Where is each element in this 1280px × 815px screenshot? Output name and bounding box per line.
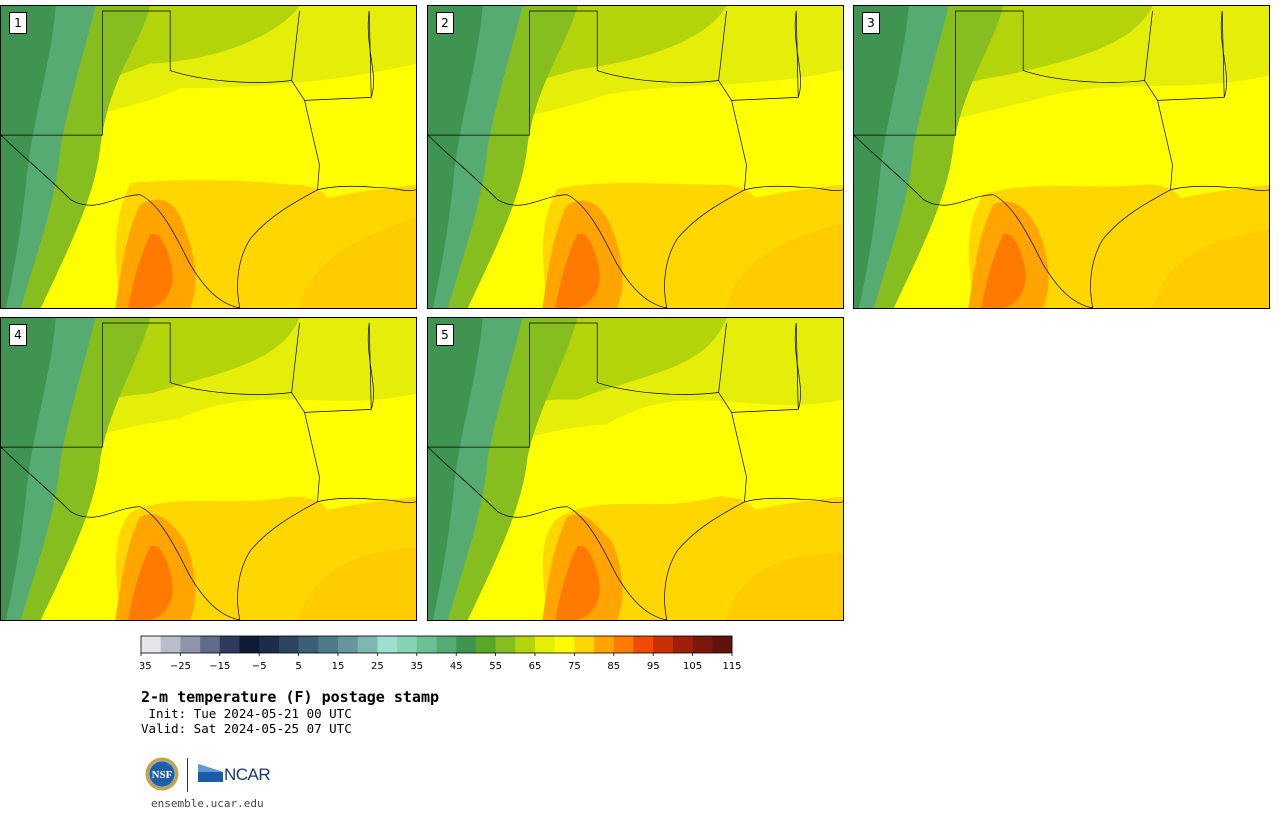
colorbar-swatch: [219, 636, 240, 653]
colorbar-tick-label: 75: [568, 661, 581, 672]
chart-title: 2-m temperature (F) postage stamp: [141, 688, 440, 706]
colorbar-swatch: [475, 636, 496, 653]
colorbar-tick-label: 105: [683, 661, 702, 672]
map-panel: 2: [427, 5, 844, 309]
colorbar-swatch: [338, 636, 358, 653]
colorbar-tick-label: 85: [607, 661, 620, 672]
colorbar-swatch: [318, 636, 339, 653]
colorbar-tick-label: −15: [209, 661, 230, 672]
temperature-map: [854, 6, 1269, 308]
colorbar-swatch: [613, 636, 634, 653]
member-number-label: 3: [862, 12, 880, 34]
colorbar-swatch: [594, 636, 615, 653]
colorbar-swatch: [397, 636, 418, 653]
colorbar-swatch: [141, 636, 161, 653]
colorbar-tick-label: 35: [410, 661, 423, 672]
colorbar-swatch: [357, 636, 378, 653]
ncar-logo-text: NCAR: [224, 765, 271, 784]
map-panel: 5: [427, 317, 844, 621]
member-number-label: 4: [9, 324, 27, 346]
colorbar-tick-label: 45: [450, 661, 463, 672]
colorbar-swatch: [377, 636, 398, 653]
map-panel: 1: [0, 5, 417, 309]
temperature-map: [428, 6, 843, 308]
colorbar-frame: [140, 635, 733, 654]
colorbar-swatch: [554, 636, 575, 653]
member-number-label: 1: [9, 12, 27, 34]
colorbar-swatch: [653, 636, 674, 653]
colorbar-swatch: [515, 636, 536, 653]
temperature-map: [428, 318, 843, 620]
map-panel: 4: [0, 317, 417, 621]
colorbar: −35 −25 −15 −5 5 15 25 35 45 55 65 75 85 95 105 115: [140, 635, 742, 672]
colorbar-tick-label: 5: [295, 661, 301, 672]
svg-text:NSF: NSF: [152, 769, 173, 781]
colorbar-swatch: [239, 636, 260, 653]
colorbar-swatch: [692, 636, 713, 653]
valid-time: Valid: Sat 2024-05-25 07 UTC: [141, 721, 352, 736]
temperature-map: [1, 318, 416, 620]
colorbar-swatch: [200, 636, 221, 653]
member-number-label: 5: [436, 324, 454, 346]
temperature-map: [1, 6, 416, 308]
colorbar-swatch: [259, 636, 280, 653]
colorbar-tick-label: 65: [529, 661, 542, 672]
colorbar-swatch: [456, 636, 477, 653]
nsf-logo: NSF: [145, 757, 179, 791]
colorbar-tick-label: 15: [332, 661, 345, 672]
colorbar-swatch: [633, 636, 654, 653]
colorbar-swatch: [535, 636, 555, 653]
colorbar-tick-label: 55: [489, 661, 502, 672]
colorbar-tick-label: −35: [140, 661, 152, 672]
logo-divider: [187, 758, 188, 792]
colorbar-tick-label: 25: [371, 661, 384, 672]
colorbar-tick-label: 95: [647, 661, 660, 672]
colorbar-swatch: [672, 636, 693, 653]
map-panel: 3: [853, 5, 1270, 309]
colorbar-swatch: [495, 636, 516, 653]
colorbar-tick-label: 115: [722, 661, 741, 672]
member-number-label: 2: [436, 12, 454, 34]
colorbar-swatch: [416, 636, 437, 653]
website-url: ensemble.ucar.edu: [151, 797, 264, 810]
init-time: Init: Tue 2024-05-21 00 UTC: [141, 706, 352, 721]
colorbar-swatch: [574, 636, 595, 653]
colorbar-swatch: [436, 636, 457, 653]
colorbar-swatch: [712, 636, 733, 653]
colorbar-tick-label: −25: [170, 661, 191, 672]
colorbar-swatch: [160, 636, 181, 653]
colorbar-swatch: [298, 636, 319, 653]
colorbar-swatch: [180, 636, 201, 653]
colorbar-swatch: [278, 636, 299, 653]
ncar-logo-mark: [198, 764, 223, 782]
colorbar-tick-label: −5: [252, 661, 267, 672]
